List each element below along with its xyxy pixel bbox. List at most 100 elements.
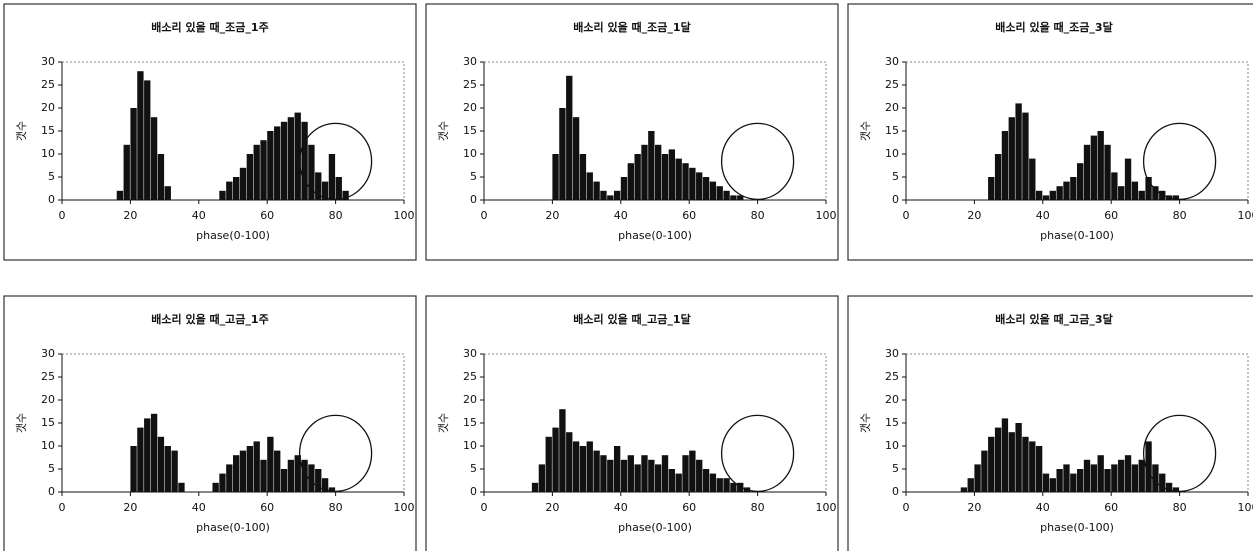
bar xyxy=(1008,432,1015,492)
y-tick-label: 20 xyxy=(463,393,477,406)
chart-title: 배소리 있을 때_고금_1주 xyxy=(151,312,268,326)
x-tick-label: 0 xyxy=(903,501,910,514)
bar xyxy=(682,455,689,492)
bar xyxy=(531,482,539,492)
x-tick-label: 100 xyxy=(816,209,837,222)
x-tick-label: 100 xyxy=(1238,501,1253,514)
y-tick-label: 15 xyxy=(41,416,55,429)
x-tick-label: 100 xyxy=(1238,209,1253,222)
bar xyxy=(960,487,968,492)
bar xyxy=(1015,103,1022,200)
x-tick-label: 20 xyxy=(967,209,981,222)
bar xyxy=(1029,158,1036,200)
y-tick-label: 30 xyxy=(885,347,899,360)
x-tick-label: 20 xyxy=(123,501,137,514)
bar xyxy=(1138,459,1145,492)
bar xyxy=(655,144,662,200)
bar xyxy=(607,459,614,492)
y-tick-label: 10 xyxy=(885,147,899,160)
bar xyxy=(239,450,247,492)
bar xyxy=(600,190,607,200)
x-tick-label: 40 xyxy=(1036,209,1050,222)
bar xyxy=(600,455,607,492)
bar xyxy=(1165,482,1173,492)
bar xyxy=(226,464,233,492)
bar xyxy=(1001,418,1009,492)
bar xyxy=(1118,186,1125,200)
bar xyxy=(1063,464,1070,492)
bar xyxy=(1111,464,1118,492)
y-tick-label: 0 xyxy=(892,485,899,498)
x-tick-label: 100 xyxy=(394,209,415,222)
highlight-circle xyxy=(1142,414,1217,493)
bar xyxy=(137,71,144,200)
y-axis-label: 갯수 xyxy=(859,121,872,141)
bar xyxy=(280,121,288,200)
y-tick-label: 15 xyxy=(463,416,477,429)
bar xyxy=(627,455,634,492)
y-tick-label: 25 xyxy=(463,78,477,91)
y-tick-label: 20 xyxy=(885,393,899,406)
y-tick-label: 25 xyxy=(885,78,899,91)
chart-title: 배소리 있을 때_고금_3달 xyxy=(995,312,1112,326)
bar xyxy=(1056,469,1063,492)
y-tick-label: 5 xyxy=(470,462,477,475)
bar xyxy=(613,446,621,492)
bar xyxy=(545,436,552,492)
bar xyxy=(253,441,260,492)
panel-border xyxy=(425,295,839,551)
y-tick-label: 5 xyxy=(48,462,55,475)
y-tick-label: 5 xyxy=(892,462,899,475)
y-tick-label: 25 xyxy=(41,78,55,91)
bar xyxy=(620,459,628,492)
bar xyxy=(1090,464,1098,492)
bar xyxy=(641,144,648,200)
x-tick-label: 100 xyxy=(816,501,837,514)
bar xyxy=(1049,478,1056,492)
bar xyxy=(246,154,254,200)
bar xyxy=(559,108,566,200)
bar xyxy=(586,172,593,200)
x-tick-label: 20 xyxy=(967,501,981,514)
y-tick-label: 10 xyxy=(463,147,477,160)
highlight-circle xyxy=(298,414,373,493)
bar xyxy=(716,478,723,492)
bar xyxy=(150,413,158,492)
x-tick-label: 60 xyxy=(682,209,696,222)
bar xyxy=(661,154,669,200)
bar xyxy=(1159,473,1166,492)
bar xyxy=(130,446,137,492)
y-tick-label: 10 xyxy=(885,439,899,452)
x-tick-label: 80 xyxy=(329,501,343,514)
bar xyxy=(1077,163,1084,200)
chart-title: 배소리 있을 때_조금_1주 xyxy=(151,20,268,34)
bar xyxy=(572,117,580,200)
x-tick-label: 0 xyxy=(59,209,66,222)
y-tick-label: 10 xyxy=(463,439,477,452)
bar xyxy=(171,450,178,492)
bar xyxy=(627,163,634,200)
bar xyxy=(655,464,662,492)
bar xyxy=(233,455,240,492)
bar xyxy=(1015,423,1022,492)
bar xyxy=(620,177,628,200)
bar xyxy=(267,436,274,492)
bar xyxy=(981,450,988,492)
bar xyxy=(675,158,682,200)
y-axis-label: 갯수 xyxy=(437,413,450,433)
bar xyxy=(1145,177,1152,200)
panel-border xyxy=(3,3,417,261)
y-tick-label: 15 xyxy=(885,124,899,137)
bar xyxy=(613,190,621,200)
y-tick-label: 20 xyxy=(885,101,899,114)
bar xyxy=(1070,177,1077,200)
panel-border xyxy=(3,295,417,551)
y-tick-label: 25 xyxy=(463,370,477,383)
bar xyxy=(233,177,240,200)
bar xyxy=(260,140,267,200)
chart-panel: 배소리 있을 때_고금_1주 0 5 10 15 20 25 30 0 20 40 60 80 100 ph… xyxy=(3,295,417,551)
x-axis-label: phase(0-100) xyxy=(196,229,270,242)
chart-panel: 배소리 있을 때_조금_3달 0 5 10 15 20 25 30 0 20 40 60 80 100 ph… xyxy=(847,3,1253,261)
bar xyxy=(280,469,288,492)
